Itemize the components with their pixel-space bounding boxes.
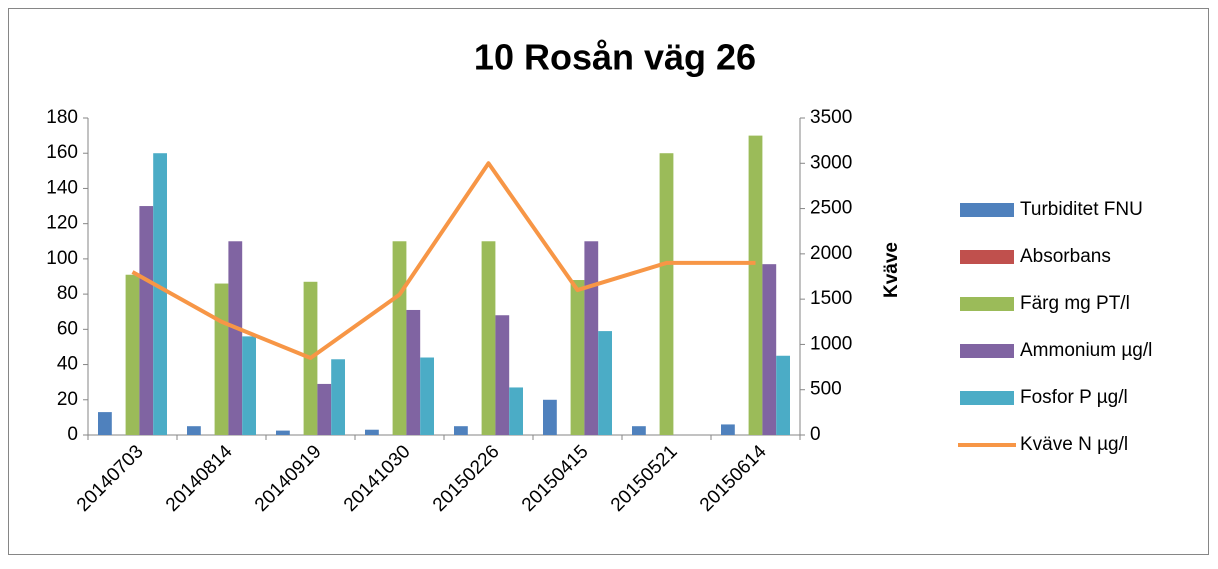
y2-tick-label: 1500 [810, 288, 852, 309]
bar [748, 135, 763, 435]
y-tick-label: 180 [46, 107, 78, 128]
y2-tick-label: 0 [810, 424, 821, 445]
bar [406, 309, 421, 435]
bar [659, 153, 674, 435]
bar [454, 426, 468, 435]
bar [570, 280, 585, 435]
legend-swatch [960, 297, 1014, 311]
legend-swatch [960, 250, 1014, 264]
bar [228, 241, 243, 435]
bar [276, 430, 290, 435]
y-tick-label: 0 [67, 424, 78, 445]
bar [481, 241, 496, 435]
y-tick-label: 140 [46, 177, 78, 198]
chart-title: 10 Rosån väg 26 [474, 37, 756, 78]
legend-label: Färg mg PT/l [1020, 293, 1130, 314]
y-tick-label: 120 [46, 213, 78, 234]
y2-tick-label: 1000 [810, 333, 852, 354]
bar [153, 153, 167, 435]
bar [762, 264, 777, 435]
y2-tick-label: 3500 [810, 107, 852, 128]
bar [242, 336, 256, 435]
y2-axis-label: Kväve [881, 242, 902, 298]
legend-swatch [960, 391, 1014, 405]
bar [187, 426, 201, 435]
bar [365, 429, 379, 435]
y2-tick-label: 2000 [810, 243, 852, 264]
legend-swatch [960, 344, 1014, 358]
y2-tick-label: 2500 [810, 198, 852, 219]
legend-label: Ammonium µg/l [1020, 340, 1152, 361]
bar [214, 283, 229, 435]
bar [125, 274, 140, 435]
bar [98, 412, 112, 435]
y2-tick-label: 3000 [810, 152, 852, 173]
bar [392, 241, 407, 435]
y-tick-label: 20 [57, 389, 78, 410]
bar [598, 331, 612, 435]
y-tick-label: 100 [46, 248, 78, 269]
y-tick-label: 60 [57, 318, 78, 339]
bar [721, 424, 735, 435]
legend-label: Absorbans [1020, 246, 1111, 267]
y-tick-label: 80 [57, 283, 78, 304]
bar [495, 315, 510, 435]
bar [331, 359, 345, 435]
legend-label: Fosfor P µg/l [1020, 387, 1128, 408]
bar [317, 383, 332, 435]
y2-tick-label: 500 [810, 379, 842, 400]
y-tick-label: 40 [57, 354, 78, 375]
bar [420, 357, 434, 435]
bar [584, 241, 599, 435]
bar [509, 387, 523, 435]
bar [139, 206, 154, 435]
legend-label: Turbiditet FNU [1020, 199, 1143, 220]
bar [632, 426, 646, 435]
line [131, 161, 756, 361]
bar [776, 355, 790, 435]
legend-label: Kväve N µg/l [1020, 434, 1128, 455]
legend-swatch [960, 203, 1014, 217]
bar [543, 399, 557, 435]
y-tick-label: 160 [46, 142, 78, 163]
